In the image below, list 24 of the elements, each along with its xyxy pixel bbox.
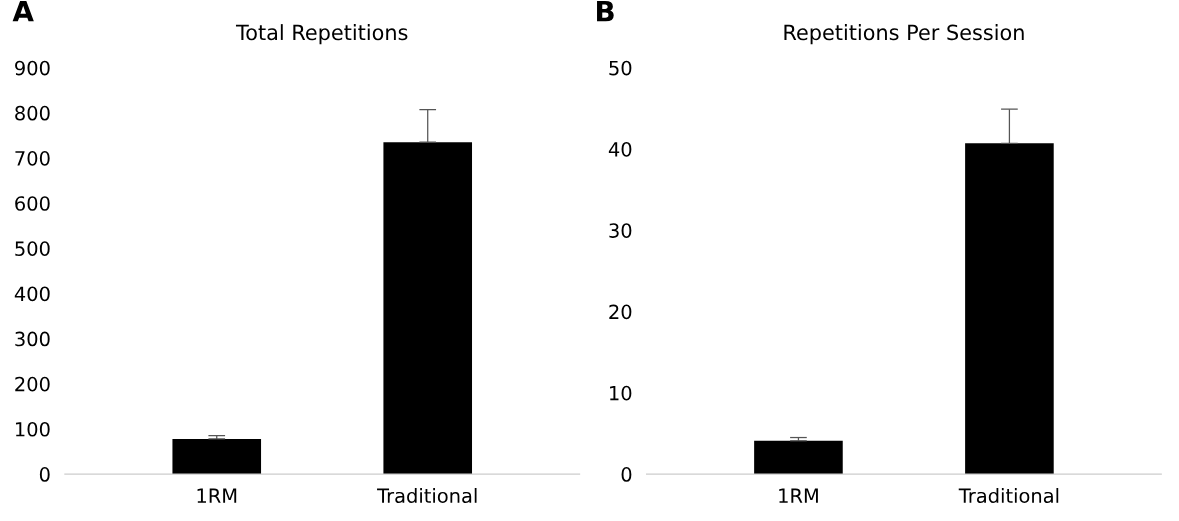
x-tick-label: Traditional: [377, 488, 477, 504]
y-tick-label: 600: [15, 196, 50, 211]
y-tick-label: 30: [609, 223, 632, 238]
x-tick-label: 1RM: [197, 488, 237, 503]
y-tick-label: 200: [15, 376, 50, 392]
y-tick-label: 50: [609, 60, 632, 76]
chart-title: Total Repetitions: [235, 24, 408, 45]
text: A: [12, 1, 34, 22]
y-tick-label: 0: [621, 467, 632, 482]
y-tick-label: 900: [15, 60, 50, 76]
y-tick-label: 0: [39, 467, 50, 482]
y-tick-label: 10: [610, 385, 632, 401]
y-tick-label: 700: [15, 150, 50, 166]
text: B: [597, 1, 614, 22]
y-tick-label: 400: [14, 286, 50, 302]
y-tick-label: 300: [15, 331, 50, 347]
chart-title: Repetitions Per Session: [784, 24, 1024, 45]
x-tick-label: 1RM: [779, 488, 818, 503]
x-tick-label: Traditional: [958, 488, 1059, 504]
y-tick-label: 100: [15, 421, 50, 437]
y-tick-label: 40: [608, 141, 632, 157]
y-tick-label: 500: [15, 241, 50, 257]
y-tick-label: 800: [15, 105, 50, 121]
y-tick-label: 20: [609, 304, 632, 320]
